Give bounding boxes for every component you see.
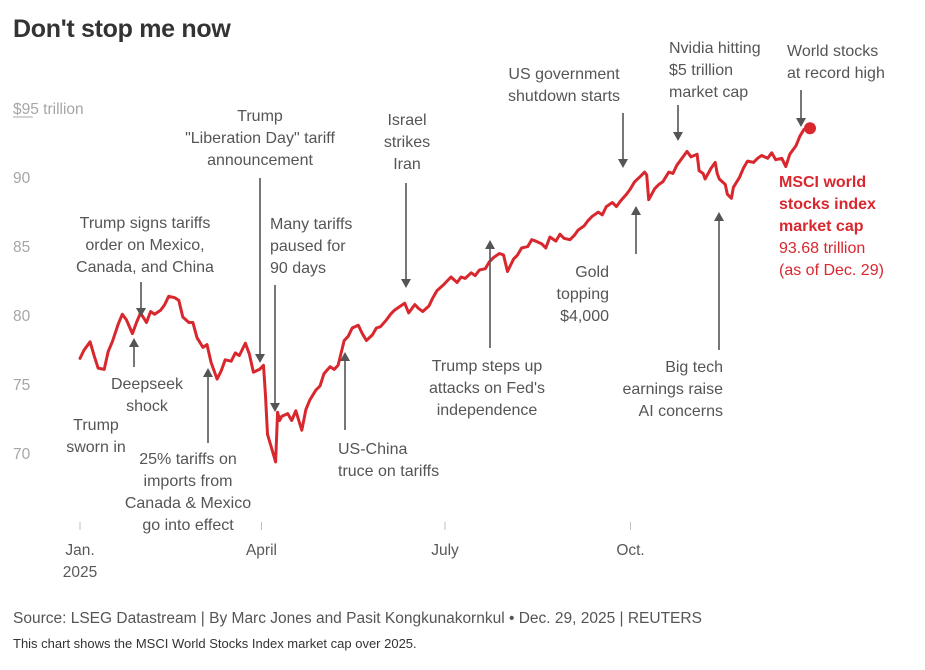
annotation-text: earnings raise: [623, 381, 724, 398]
annotation-text: Trump: [73, 417, 119, 434]
annotation-deepseek-shock: Deepseek shock: [111, 338, 184, 415]
annotation-text: US government: [508, 66, 620, 83]
annotation-arrowhead: [129, 338, 139, 347]
annotation-text: US-China: [338, 441, 407, 458]
y-tick-label: 90: [13, 170, 31, 187]
annotation-text: shock: [126, 398, 169, 415]
annotation-israel-iran: Israel strikes Iran: [384, 112, 430, 288]
annotation-tariffs-paused: Many tariffs paused for 90 days: [270, 216, 352, 412]
annotation-arrowhead: [136, 308, 146, 317]
y-tick-label: 80: [13, 308, 31, 325]
annotation-text: paused for: [270, 238, 346, 255]
annotation-arrowhead: [255, 354, 265, 363]
annotation-text: World stocks: [787, 43, 878, 60]
annotation-text: Trump: [237, 108, 283, 125]
annotation-arrowhead: [618, 159, 628, 168]
annotation-liberation-day: Trump "Liberation Day" tariff announcement: [185, 108, 335, 363]
annotation-trump-sworn-in: Trump sworn in: [66, 417, 126, 456]
series-layer: [78, 122, 816, 464]
end-label-title: market cap: [779, 218, 864, 235]
annotation-text: Trump steps up: [432, 358, 543, 375]
annotation-text: Trump signs tariffs: [80, 215, 211, 232]
annotation-text: AI concerns: [639, 403, 723, 420]
annotation-text: Canada, and China: [76, 259, 214, 276]
end-label-title: stocks index: [779, 196, 876, 213]
annotation-text: strikes: [384, 134, 430, 151]
annotation-tariffs-order: Trump signs tariffs order on Mexico, Canad…: [76, 215, 214, 317]
end-label-value: 93.68 trillion: [779, 240, 865, 257]
end-label-title: MSCI world: [779, 174, 866, 191]
annotation-text: Canada & Mexico: [125, 495, 251, 512]
chart-title: Don't stop me now: [13, 15, 231, 43]
annotation-tariffs-25: 25% tariffs on imports from Canada & Mexic…: [125, 368, 251, 534]
annotation-arrowhead: [270, 403, 280, 412]
annotation-text: topping: [557, 286, 610, 303]
x-axis: Jan. 2025 April July Oct.: [63, 522, 645, 581]
annotation-text: 25% tariffs on: [139, 451, 237, 468]
annotation-text: $5 trillion: [669, 62, 733, 79]
annotation-arrowhead: [203, 368, 213, 377]
x-tick-label: July: [431, 542, 459, 559]
annotation-arrowhead: [340, 352, 350, 361]
annotation-ai-concerns: Big tech earnings raise AI concerns: [623, 212, 724, 420]
series-line: [78, 126, 812, 464]
annotation-arrowhead: [631, 206, 641, 215]
chart-description: This chart shows the MSCI World Stocks I…: [13, 636, 417, 651]
annotation-text: at record high: [787, 65, 885, 82]
annotation-text: Nvidia hitting: [669, 40, 761, 57]
annotation-text: $4,000: [560, 308, 609, 325]
annotation-text: sworn in: [66, 439, 126, 456]
annotation-fed-attacks: Trump steps up attacks on Fed's independen…: [429, 240, 545, 419]
annotation-text: Many tariffs: [270, 216, 352, 233]
annotation-text: announcement: [207, 152, 313, 169]
annotation-arrowhead: [485, 240, 495, 249]
annotation-text: order on Mexico,: [85, 237, 204, 254]
end-label: MSCI world stocks index market cap 93.68 tr…: [779, 174, 884, 279]
x-tick-label: Oct.: [616, 542, 644, 559]
annotations-layer: Trump sworn in Trump signs tariffs order on…: [66, 40, 885, 534]
annotation-text: imports from: [144, 473, 233, 490]
annotation-text: 90 days: [270, 260, 326, 277]
annotation-text: independence: [437, 402, 538, 419]
annotation-record-high: World stocks at record high: [787, 43, 885, 127]
x-tick-label: 2025: [63, 564, 97, 581]
annotation-text: Iran: [393, 156, 421, 173]
y-axis: 70 75 80 85 90 $95 trillion: [13, 101, 84, 463]
y-tick-label: 70: [13, 446, 31, 463]
annotation-text: market cap: [669, 84, 748, 101]
y-tick-label: 85: [13, 239, 30, 256]
annotation-text: "Liberation Day" tariff: [185, 130, 335, 147]
y-tick-label: $95 trillion: [13, 101, 84, 118]
annotation-arrowhead: [401, 279, 411, 288]
annotation-text: attacks on Fed's: [429, 380, 545, 397]
annotation-text: Deepseek: [111, 376, 184, 393]
x-tick-label: Jan.: [65, 542, 94, 559]
source-note: Source: LSEG Datastream | By Marc Jones …: [13, 610, 702, 627]
y-tick-label: 75: [13, 377, 30, 394]
annotation-text: Gold: [575, 264, 609, 281]
latest-point-marker: [804, 122, 816, 135]
annotation-text: Israel: [387, 112, 426, 129]
annotation-arrowhead: [673, 132, 683, 141]
annotation-text: Big tech: [665, 359, 723, 376]
annotation-arrowhead: [714, 212, 724, 221]
line-chart: 70 75 80 85 90 $95 trillion Jan. 2025 April July…: [13, 40, 885, 581]
annotation-nvidia-5t: Nvidia hitting $5 trillion market cap: [669, 40, 761, 141]
x-tick-label: April: [246, 542, 277, 559]
annotation-text: truce on tariffs: [338, 463, 439, 480]
end-label-value: (as of Dec. 29): [779, 262, 884, 279]
annotation-text: shutdown starts: [508, 88, 620, 105]
annotation-text: go into effect: [142, 517, 234, 534]
annotation-shutdown: US government shutdown starts: [508, 66, 628, 168]
annotation-us-china-truce: US-China truce on tariffs: [338, 352, 439, 480]
annotation-gold-4000: Gold topping $4,000: [557, 206, 641, 325]
annotation-arrowhead: [796, 118, 806, 127]
